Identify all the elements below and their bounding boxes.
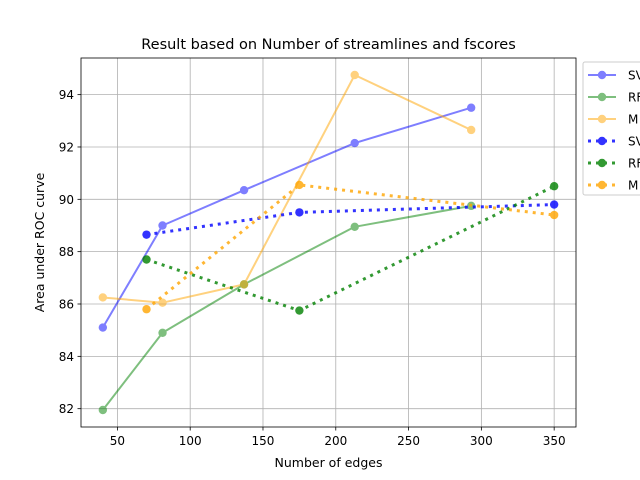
x-tick-label: 200	[324, 434, 347, 448]
series-line	[145, 183, 555, 311]
x-tick-label: 150	[252, 434, 275, 448]
legend-item	[588, 180, 616, 190]
legend-item	[588, 92, 616, 102]
y-tick-label: 88	[59, 245, 74, 259]
data-point	[239, 280, 249, 289]
data-point	[295, 306, 304, 315]
series-layer	[98, 70, 559, 415]
legend-marker	[597, 158, 607, 168]
data-point	[98, 405, 108, 415]
legend-marker	[597, 92, 607, 102]
data-point	[549, 210, 559, 220]
data-point	[295, 180, 304, 190]
axis-ticks: 50 100 150 200 250 300 350 82 84 86 88 90 92 94	[59, 88, 566, 448]
data-point	[466, 125, 476, 135]
legend-marker	[597, 136, 607, 146]
data-point	[295, 208, 304, 217]
x-tick-label: 350	[543, 434, 566, 448]
x-tick-label: 100	[179, 434, 202, 448]
legend-label: SV	[628, 135, 640, 149]
data-point	[549, 200, 559, 209]
y-tick-label: 92	[59, 140, 74, 154]
x-axis-label: Number of edges	[275, 455, 383, 470]
legend-item	[588, 158, 616, 168]
legend-label: RF	[628, 157, 640, 171]
data-point	[350, 70, 359, 80]
y-tick-label: 90	[59, 193, 74, 207]
y-axis-label: Area under ROC curve	[32, 172, 47, 312]
series-sv-dotted	[142, 200, 559, 239]
legend-marker	[597, 114, 607, 124]
data-point	[158, 221, 167, 230]
legend-label: SV	[628, 69, 640, 83]
legend-item	[588, 136, 616, 146]
y-tick-label: 94	[59, 88, 74, 102]
legend-marker	[597, 180, 607, 190]
data-point	[350, 222, 359, 231]
data-point	[466, 103, 476, 112]
data-point	[549, 182, 559, 191]
data-point	[98, 293, 108, 302]
legend-item	[588, 70, 616, 80]
legend: SV RF M SV RF M	[582, 61, 640, 196]
x-tick-label: 50	[110, 434, 125, 448]
data-point	[142, 305, 151, 314]
legend-label: M	[628, 179, 638, 193]
legend-marker	[597, 70, 607, 80]
plot-frame	[80, 57, 577, 428]
data-point	[142, 230, 151, 239]
data-point	[158, 328, 167, 337]
data-point	[142, 255, 151, 264]
series-m-solid	[98, 70, 476, 307]
y-tick-label: 82	[59, 402, 74, 416]
y-tick-label: 84	[59, 350, 74, 364]
grid	[81, 58, 576, 427]
x-tick-label: 300	[470, 434, 493, 448]
legend-item	[588, 114, 616, 124]
series-rf-dotted	[142, 182, 559, 315]
legend-label: RF	[628, 91, 640, 105]
y-tick-label: 86	[59, 298, 74, 312]
data-point	[239, 185, 249, 195]
data-point	[98, 323, 108, 332]
legend-label: M	[628, 113, 638, 127]
data-point	[350, 138, 359, 148]
data-point	[158, 298, 167, 307]
chart-title: Result based on Number of streamlines an…	[141, 37, 516, 53]
x-tick-label: 250	[397, 434, 420, 448]
series-m-dotted	[142, 180, 559, 314]
